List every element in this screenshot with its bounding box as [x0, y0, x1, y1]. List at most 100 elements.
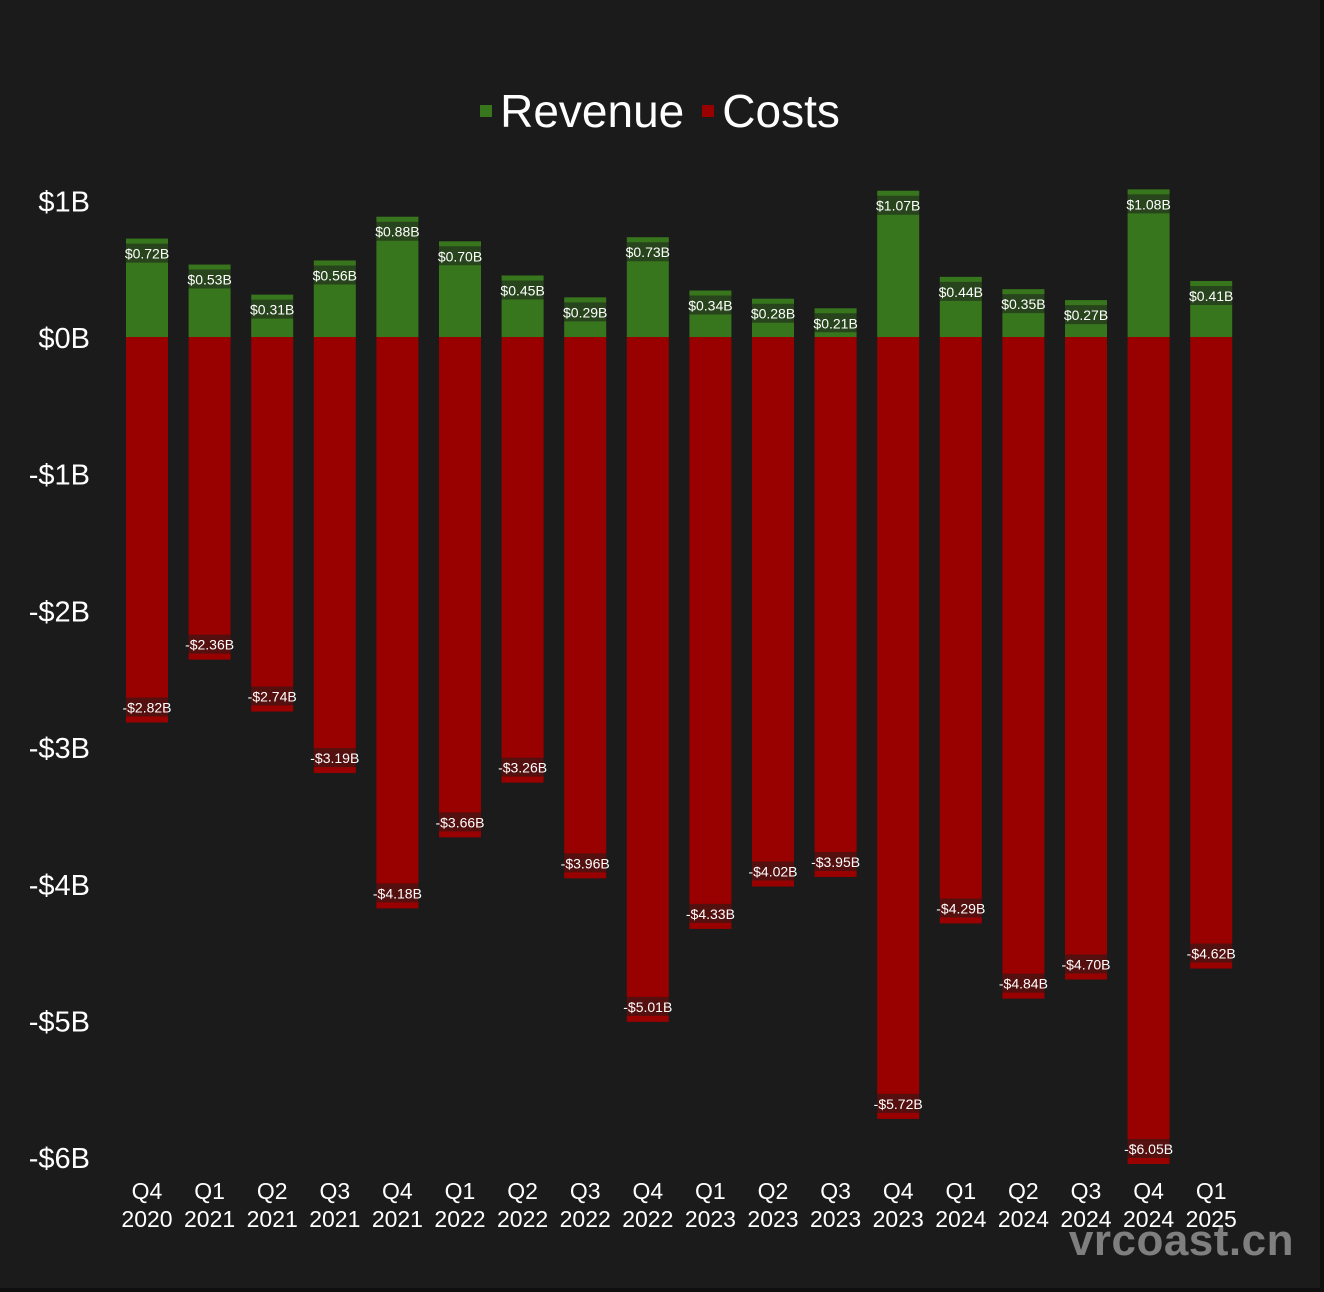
revenue-data-label-bg	[998, 294, 1049, 314]
costs-bar[interactable]	[939, 337, 982, 924]
revenue-data-label: $0.56B	[310, 265, 360, 285]
legend-item-costs[interactable]: Costs	[702, 84, 840, 138]
costs-data-label-text: -$3.26B	[498, 760, 547, 776]
revenue-data-label-text: $0.53B	[187, 272, 231, 288]
x-axis: Q42020Q12021Q22021Q32021Q42021Q12022Q220…	[121, 1178, 1236, 1232]
x-tick-year: 2020	[121, 1206, 172, 1232]
y-tick-label: -$2B	[29, 596, 90, 628]
costs-data-label-bg	[619, 996, 677, 1016]
costs-data-label: -$3.95B	[807, 851, 865, 871]
costs-bar[interactable]	[313, 337, 356, 774]
x-tick-year: 2021	[372, 1206, 423, 1232]
x-tick-year: 2022	[622, 1206, 673, 1232]
revenue-data-label-bg	[810, 313, 861, 333]
revenue-data-label-bg	[1123, 194, 1174, 214]
costs-bar[interactable]	[814, 337, 857, 877]
costs-bar[interactable]	[1190, 337, 1233, 969]
x-tick-quarter: Q4	[382, 1178, 413, 1204]
x-tick-year: 2024	[1060, 1206, 1111, 1232]
costs-data-label-text: -$3.19B	[310, 750, 359, 766]
costs-data-label-text: -$4.33B	[686, 906, 735, 922]
y-tick-label: -$3B	[29, 733, 90, 765]
revenue-data-label-bg	[748, 303, 798, 323]
x-tick-quarter: Q3	[820, 1178, 851, 1204]
x-tick-year: 2023	[810, 1206, 861, 1232]
costs-bar[interactable]	[564, 337, 607, 879]
costs-bar[interactable]	[877, 337, 920, 1119]
y-tick-label: -$4B	[29, 870, 90, 902]
costs-data-label: -$2.74B	[243, 686, 301, 706]
costs-bar[interactable]	[1002, 337, 1045, 999]
revenue-data-label: $0.44B	[936, 281, 986, 301]
costs-bar[interactable]	[501, 337, 544, 783]
revenue-data-label-text: $0.45B	[500, 282, 544, 298]
revenue-data-label-bg	[936, 281, 986, 301]
costs-data-label-text: -$4.29B	[936, 900, 985, 916]
costs-data-label: -$2.82B	[118, 697, 176, 717]
revenue-bar[interactable]	[1127, 189, 1170, 337]
x-tick-year: 2021	[247, 1206, 298, 1232]
x-tick-year: 2024	[935, 1206, 986, 1232]
revenue-bar[interactable]	[877, 190, 920, 337]
revenue-data-label: $0.70B	[435, 246, 485, 266]
legend-item-revenue[interactable]: Revenue	[480, 84, 684, 138]
revenue-data-label-text: $1.07B	[876, 198, 920, 214]
costs-bar[interactable]	[752, 337, 794, 887]
costs-bar[interactable]	[439, 337, 481, 838]
costs-data-label: -$3.96B	[556, 853, 614, 873]
revenue-data-label-bg	[247, 299, 297, 319]
x-tick-quarter: Q4	[1133, 1178, 1164, 1204]
y-tick-label: $0B	[38, 323, 90, 355]
costs-data-label-text: -$4.62B	[1187, 946, 1236, 962]
costs-data-label-text: -$3.95B	[811, 854, 860, 870]
costs-bar[interactable]	[689, 337, 732, 929]
legend: Revenue Costs	[0, 84, 1320, 138]
revenue-data-label: $0.53B	[184, 269, 235, 289]
x-tick-quarter: Q3	[319, 1178, 350, 1204]
costs-data-label-text: -$4.18B	[373, 885, 422, 901]
costs-swatch-icon	[702, 105, 715, 117]
costs-bar[interactable]	[126, 337, 168, 723]
costs-bar[interactable]	[1065, 337, 1107, 980]
x-tick-year: 2021	[309, 1206, 360, 1232]
revenue-data-label-bg	[122, 243, 172, 263]
revenue-data-label: $0.28B	[748, 303, 798, 323]
data-labels: $0.72B -$2.82B $0.53B -$2.36B $0.31B -$2.74B $…	[118, 194, 1240, 1159]
x-tick-quarter: Q2	[507, 1178, 538, 1204]
revenue-data-label-text: $0.44B	[939, 284, 983, 300]
watermark: vrcoast.cn	[1068, 1216, 1294, 1265]
costs-bar[interactable]	[626, 337, 669, 1022]
revenue-data-label: $0.21B	[810, 313, 861, 333]
revenue-data-label-text: $0.56B	[313, 267, 357, 283]
costs-data-label: -$4.29B	[932, 898, 990, 918]
revenue-data-label-bg	[873, 195, 923, 215]
revenue-data-label: $0.72B	[122, 243, 172, 263]
x-tick-year: 2022	[434, 1206, 485, 1232]
costs-data-label-bg	[994, 973, 1052, 993]
revenue-data-label: $0.27B	[1061, 305, 1111, 325]
legend-label-costs: Costs	[722, 85, 840, 137]
x-tick-quarter: Q3	[570, 1178, 601, 1204]
costs-bar[interactable]	[1127, 337, 1170, 1165]
y-axis: $1B $0B -$1B -$2B -$3B -$4B -$5B -$6B	[29, 186, 90, 1175]
costs-data-label: -$3.26B	[494, 757, 552, 777]
costs-data-label-bg	[932, 898, 990, 918]
revenue-data-label-bg	[372, 221, 423, 241]
revenue-data-label-text: $0.41B	[1189, 288, 1233, 304]
revenue-data-label-bg	[1061, 305, 1111, 325]
revenue-data-label-text: $0.21B	[813, 315, 857, 331]
costs-bar[interactable]	[376, 337, 419, 909]
costs-bar[interactable]	[251, 337, 294, 712]
costs-bar[interactable]	[188, 337, 231, 660]
revenue-data-label-text: $0.29B	[563, 304, 607, 320]
revenue-data-label: $0.73B	[623, 242, 673, 262]
legend-label-revenue: Revenue	[500, 85, 685, 137]
